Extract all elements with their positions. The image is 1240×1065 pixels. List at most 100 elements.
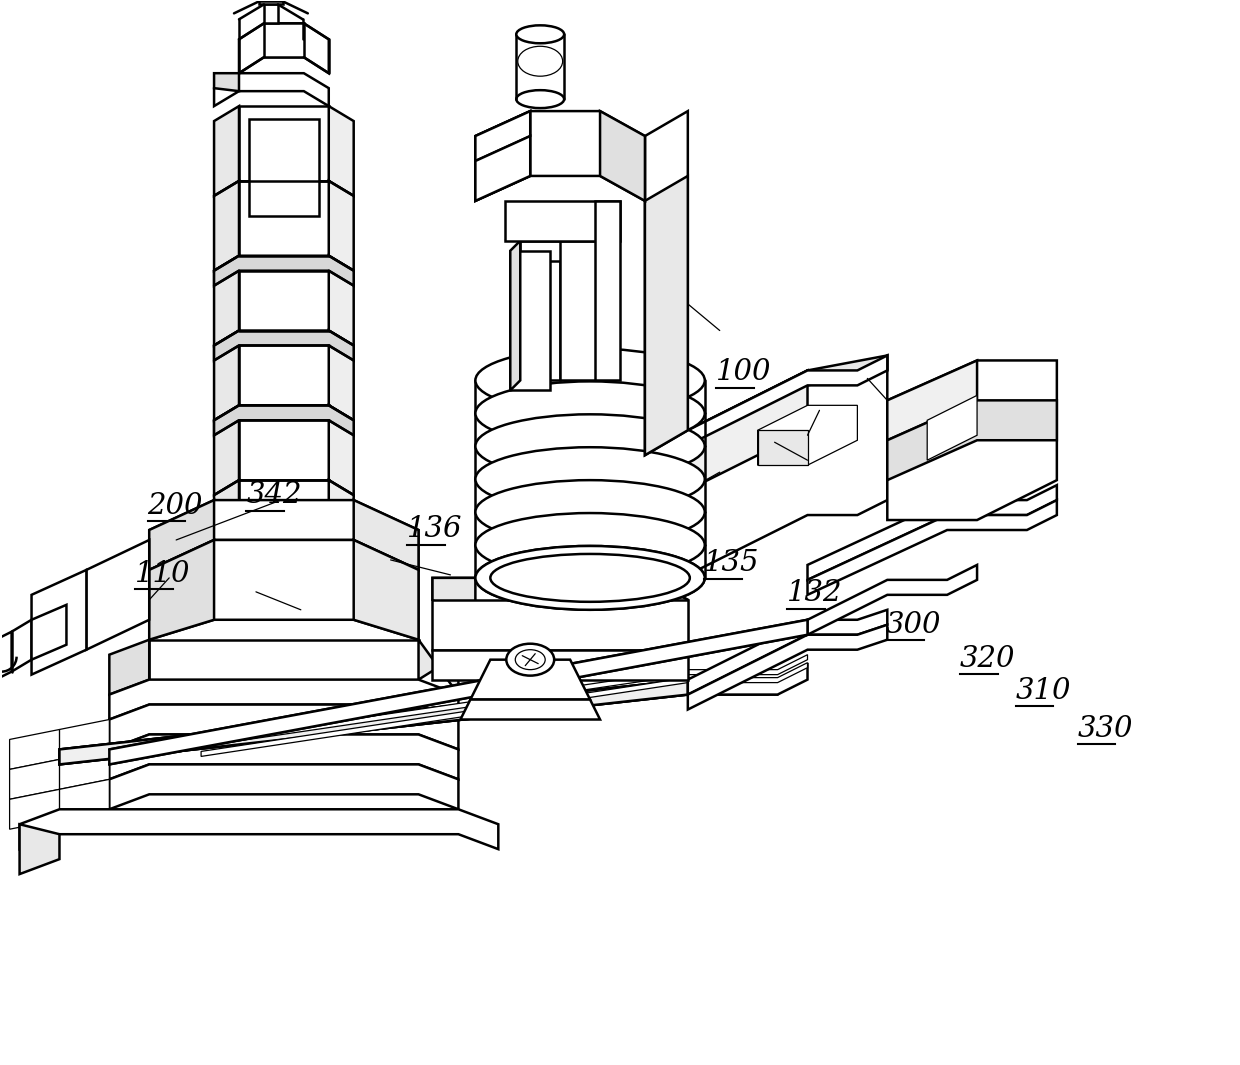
- Polygon shape: [239, 181, 329, 256]
- Polygon shape: [595, 201, 620, 380]
- Ellipse shape: [475, 381, 704, 445]
- Text: 100: 100: [717, 358, 773, 386]
- Polygon shape: [215, 406, 353, 436]
- Polygon shape: [460, 700, 600, 720]
- Text: 136: 136: [407, 515, 463, 543]
- Polygon shape: [511, 241, 521, 391]
- Polygon shape: [249, 119, 319, 216]
- Polygon shape: [87, 540, 149, 650]
- Text: 320: 320: [960, 644, 1016, 673]
- Text: 310: 310: [1016, 676, 1071, 705]
- Polygon shape: [807, 486, 1056, 579]
- Polygon shape: [10, 789, 60, 830]
- Polygon shape: [888, 360, 1056, 520]
- Polygon shape: [109, 735, 459, 780]
- Text: 132: 132: [787, 579, 842, 607]
- Polygon shape: [433, 578, 688, 650]
- Polygon shape: [215, 256, 239, 345]
- Polygon shape: [239, 330, 329, 406]
- Polygon shape: [475, 111, 531, 201]
- Polygon shape: [560, 241, 600, 380]
- Polygon shape: [10, 759, 60, 800]
- Polygon shape: [475, 136, 531, 201]
- Polygon shape: [215, 330, 239, 421]
- Polygon shape: [0, 632, 11, 682]
- Polygon shape: [807, 501, 1056, 595]
- Polygon shape: [259, 1, 283, 4]
- Polygon shape: [521, 241, 560, 380]
- Text: 200: 200: [148, 492, 203, 520]
- Polygon shape: [329, 330, 353, 421]
- Polygon shape: [807, 564, 977, 635]
- Polygon shape: [433, 600, 688, 650]
- Polygon shape: [645, 176, 688, 455]
- Polygon shape: [239, 256, 329, 330]
- Polygon shape: [505, 201, 620, 241]
- Polygon shape: [215, 406, 239, 495]
- Polygon shape: [201, 662, 807, 756]
- Ellipse shape: [516, 26, 564, 44]
- Polygon shape: [353, 501, 419, 570]
- Polygon shape: [215, 73, 329, 106]
- Text: 135: 135: [704, 550, 760, 577]
- Polygon shape: [688, 371, 807, 490]
- Polygon shape: [329, 256, 353, 345]
- Polygon shape: [109, 679, 459, 720]
- Polygon shape: [645, 578, 688, 650]
- Ellipse shape: [516, 91, 564, 109]
- Polygon shape: [600, 111, 645, 201]
- Ellipse shape: [475, 513, 704, 577]
- Polygon shape: [928, 395, 977, 460]
- Polygon shape: [60, 780, 109, 819]
- Polygon shape: [215, 106, 239, 196]
- Polygon shape: [888, 360, 977, 440]
- Ellipse shape: [475, 447, 704, 511]
- Polygon shape: [239, 480, 329, 530]
- Polygon shape: [329, 181, 353, 271]
- Ellipse shape: [506, 643, 554, 675]
- Polygon shape: [20, 809, 498, 849]
- Polygon shape: [149, 640, 419, 679]
- Polygon shape: [688, 356, 888, 575]
- Polygon shape: [807, 356, 888, 386]
- Polygon shape: [475, 111, 645, 201]
- Polygon shape: [215, 256, 353, 285]
- Polygon shape: [60, 720, 109, 759]
- Ellipse shape: [490, 554, 689, 602]
- Polygon shape: [433, 650, 688, 679]
- Ellipse shape: [475, 348, 704, 412]
- Polygon shape: [149, 501, 215, 570]
- Ellipse shape: [516, 650, 546, 670]
- Ellipse shape: [475, 480, 704, 544]
- Text: 330: 330: [1078, 715, 1133, 742]
- Polygon shape: [109, 640, 149, 694]
- Polygon shape: [215, 330, 353, 360]
- Polygon shape: [470, 659, 590, 700]
- Ellipse shape: [475, 546, 704, 610]
- Polygon shape: [264, 23, 304, 58]
- Polygon shape: [201, 655, 807, 747]
- Polygon shape: [109, 620, 807, 765]
- Polygon shape: [758, 406, 857, 465]
- Polygon shape: [353, 540, 419, 640]
- Polygon shape: [149, 540, 215, 640]
- Polygon shape: [215, 73, 239, 92]
- Polygon shape: [215, 181, 239, 271]
- Ellipse shape: [518, 46, 563, 77]
- Polygon shape: [505, 226, 556, 241]
- Polygon shape: [688, 610, 888, 694]
- Polygon shape: [20, 824, 60, 874]
- Polygon shape: [645, 111, 688, 455]
- Polygon shape: [419, 640, 459, 694]
- Polygon shape: [511, 250, 551, 391]
- Polygon shape: [149, 501, 419, 570]
- Text: 342: 342: [247, 481, 303, 509]
- Ellipse shape: [475, 546, 704, 610]
- Polygon shape: [239, 23, 329, 73]
- Polygon shape: [60, 665, 807, 765]
- Polygon shape: [215, 480, 239, 545]
- Polygon shape: [10, 730, 60, 769]
- Polygon shape: [888, 400, 1056, 480]
- Polygon shape: [60, 679, 688, 765]
- Polygon shape: [475, 111, 531, 161]
